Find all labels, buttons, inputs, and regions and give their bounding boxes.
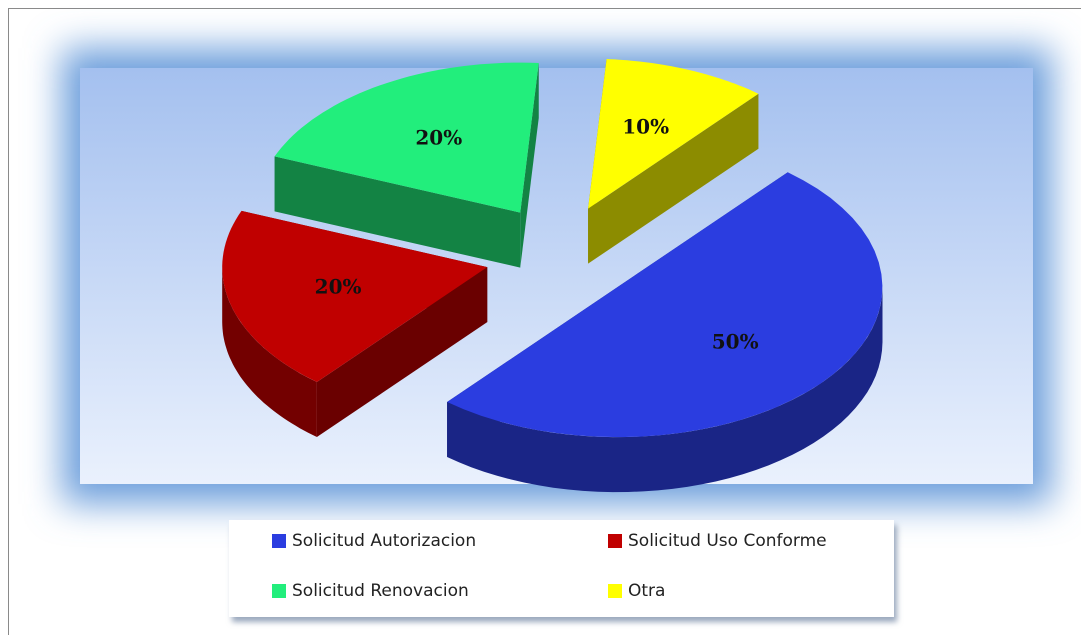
slice-face	[588, 93, 759, 264]
legend-label: Solicitud Uso Conforme	[628, 531, 827, 551]
legend-items: Solicitud Autorizacion Solicitud Uso Conf…	[272, 531, 827, 601]
slice-face	[520, 62, 539, 268]
legend-label: Solicitud Autorizacion	[292, 531, 476, 551]
data-label: 10%	[622, 114, 669, 138]
legend-swatch	[608, 534, 622, 548]
slice-face	[274, 156, 521, 268]
legend-label: Solicitud Renovacion	[292, 581, 469, 601]
slice	[588, 59, 759, 209]
legend-swatch	[272, 534, 286, 548]
slice	[222, 210, 488, 382]
slice-side	[447, 287, 883, 493]
legend	[229, 520, 894, 617]
data-label: 50%	[712, 330, 759, 354]
slice	[447, 172, 883, 438]
slice	[274, 62, 539, 213]
data-label: 20%	[415, 125, 462, 149]
pie: 10% 20% 20% 50%	[222, 59, 883, 493]
data-label: 20%	[315, 275, 362, 299]
slice-side	[222, 267, 317, 437]
legend-swatch	[272, 584, 286, 598]
frame	[8, 8, 1081, 635]
legend-swatch	[608, 584, 622, 598]
legend-label: Otra	[628, 581, 665, 601]
